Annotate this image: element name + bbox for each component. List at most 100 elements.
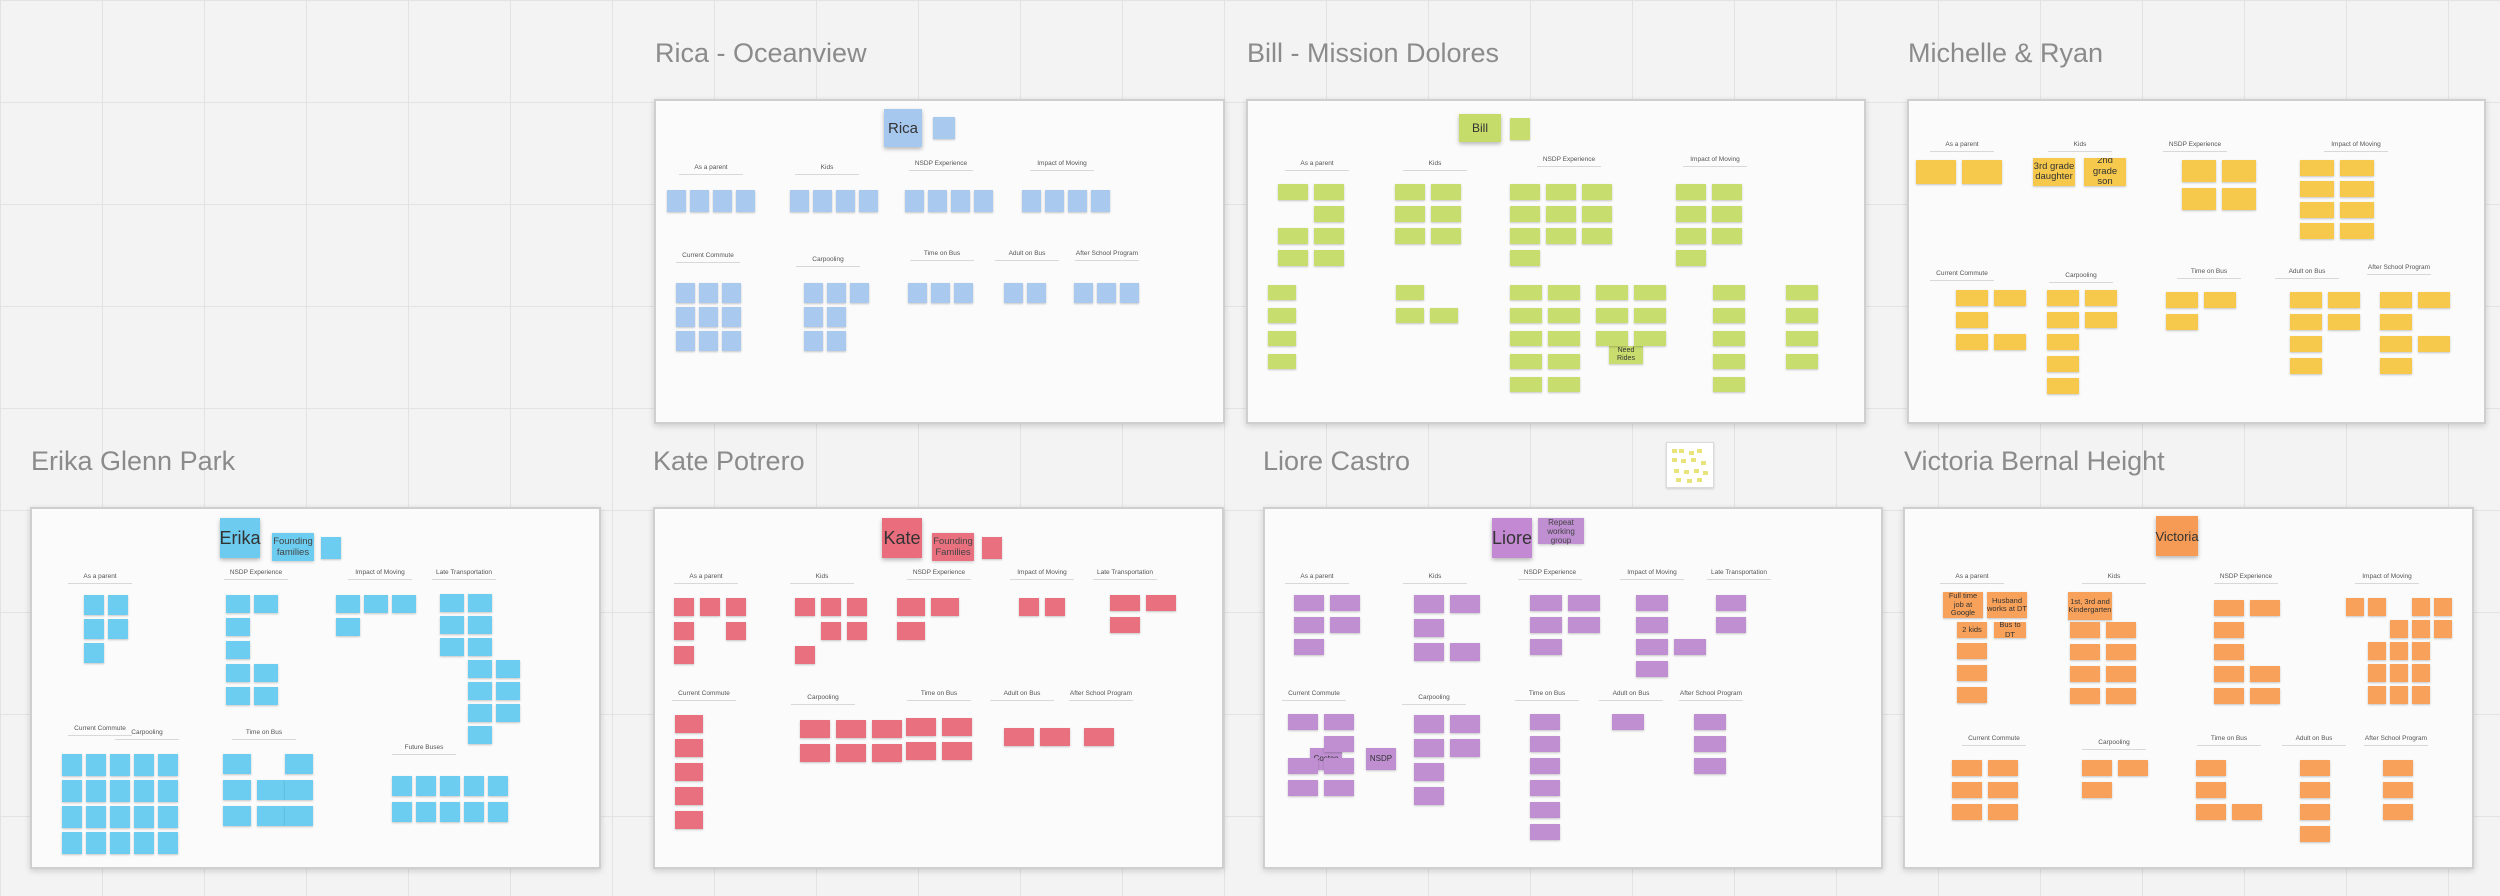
- sticky-note[interactable]: [897, 598, 925, 616]
- sticky-note[interactable]: [1324, 758, 1354, 774]
- sticky-note[interactable]: [1676, 184, 1706, 200]
- sticky-note[interactable]: [1314, 228, 1344, 244]
- sticky-note[interactable]: [1120, 283, 1139, 303]
- sticky-note[interactable]: [1510, 354, 1542, 369]
- sticky-note[interactable]: [496, 682, 520, 700]
- sticky-note[interactable]: [110, 832, 130, 854]
- sticky-note[interactable]: [2214, 688, 2244, 704]
- sticky-note[interactable]: [1952, 782, 1982, 798]
- board-rica[interactable]: [654, 99, 1225, 424]
- sticky-note[interactable]: [1694, 758, 1726, 774]
- sticky-note[interactable]: [2290, 314, 2322, 330]
- sticky-note[interactable]: [1636, 595, 1668, 611]
- sticky-note[interactable]: [800, 720, 830, 738]
- sticky-note[interactable]: [226, 664, 250, 682]
- sticky-note[interactable]: [2204, 292, 2236, 308]
- sticky-note[interactable]: [1548, 308, 1580, 323]
- sticky-note[interactable]: [336, 618, 360, 636]
- sticky-note[interactable]: [1582, 206, 1612, 222]
- sticky-note[interactable]: [2047, 290, 2079, 306]
- sticky-note[interactable]: [1278, 228, 1308, 244]
- sticky-note[interactable]: [84, 619, 104, 639]
- sticky-note[interactable]: [1395, 184, 1425, 200]
- sticky-note[interactable]: [1694, 714, 1726, 730]
- sticky-note[interactable]: [1414, 715, 1444, 733]
- sticky-note[interactable]: [488, 776, 508, 796]
- sticky-note[interactable]: [1582, 228, 1612, 244]
- sticky-note[interactable]: [2390, 642, 2408, 660]
- sticky-note[interactable]: 2 kids: [1957, 622, 1987, 638]
- sticky-note[interactable]: [223, 806, 251, 826]
- sticky-note[interactable]: [1530, 617, 1562, 633]
- sticky-note[interactable]: [813, 190, 832, 212]
- sticky-note[interactable]: [1510, 285, 1542, 300]
- sticky-note[interactable]: [1636, 661, 1668, 677]
- sticky-note[interactable]: [2434, 598, 2452, 616]
- sticky-note[interactable]: [464, 776, 484, 796]
- sticky-note[interactable]: Bus to DT: [1994, 622, 2026, 638]
- sticky-note[interactable]: [468, 638, 492, 656]
- sticky-note[interactable]: [2412, 598, 2430, 616]
- sticky-note[interactable]: [699, 307, 718, 327]
- sticky-note[interactable]: [223, 754, 251, 774]
- frame-title-michelle[interactable]: Michelle & Ryan: [1908, 38, 2104, 68]
- sticky-note[interactable]: [226, 687, 250, 705]
- sticky-note[interactable]: [86, 780, 106, 802]
- sticky-note[interactable]: [836, 744, 866, 762]
- sticky-note[interactable]: [800, 744, 830, 762]
- sticky-note[interactable]: [1546, 228, 1576, 244]
- sticky-note[interactable]: [905, 190, 924, 212]
- sticky-note[interactable]: [1548, 354, 1580, 369]
- sticky-note[interactable]: [2340, 202, 2374, 218]
- sticky-note[interactable]: [1716, 617, 1746, 633]
- sticky-note[interactable]: [285, 754, 313, 774]
- sticky-note[interactable]: [2082, 782, 2112, 798]
- sticky-note[interactable]: [1530, 824, 1560, 840]
- sticky-note[interactable]: [2412, 620, 2430, 638]
- sticky-note[interactable]: [1713, 354, 1745, 369]
- sticky-note[interactable]: [2300, 760, 2330, 776]
- sticky-note[interactable]: [675, 811, 703, 829]
- sticky-note[interactable]: [1268, 308, 1296, 323]
- sticky-note[interactable]: [2383, 760, 2413, 776]
- sticky-note[interactable]: [675, 763, 703, 781]
- sticky-note[interactable]: [110, 780, 130, 802]
- sticky-note[interactable]: [1568, 617, 1600, 633]
- frame-title-victoria[interactable]: Victoria Bernal Height: [1904, 446, 2165, 476]
- sticky-note[interactable]: [488, 802, 508, 822]
- repeat-working-group-note[interactable]: Repeat working group: [1538, 518, 1584, 545]
- sticky-note[interactable]: [1510, 206, 1540, 222]
- sticky-note[interactable]: [1956, 290, 1988, 306]
- sticky-note[interactable]: [2300, 826, 2330, 842]
- sticky-note[interactable]: [62, 806, 82, 828]
- sticky-note[interactable]: [836, 190, 855, 212]
- sticky-note[interactable]: [821, 598, 841, 616]
- sticky-note[interactable]: [722, 307, 741, 327]
- sticky-note[interactable]: [1530, 802, 1560, 818]
- sticky-note[interactable]: [2106, 622, 2136, 638]
- sticky-note[interactable]: [2222, 188, 2256, 210]
- sticky-note[interactable]: [1268, 285, 1296, 300]
- sticky-note[interactable]: [872, 744, 902, 762]
- sticky-note[interactable]: [440, 594, 464, 612]
- sticky-note[interactable]: [1634, 308, 1666, 323]
- sticky-note[interactable]: [1004, 728, 1034, 746]
- sticky-note[interactable]: [2380, 358, 2412, 374]
- sticky-note[interactable]: [1994, 334, 2026, 350]
- sticky-note[interactable]: [1676, 228, 1706, 244]
- sticky-note[interactable]: [226, 641, 250, 659]
- sticky-note[interactable]: [440, 776, 460, 796]
- sticky-note[interactable]: [1962, 160, 2002, 184]
- sticky-note[interactable]: [1596, 285, 1628, 300]
- sticky-note[interactable]: [1994, 290, 2026, 306]
- sticky-note[interactable]: [1988, 760, 2018, 776]
- sticky-note[interactable]: [86, 806, 106, 828]
- sticky-note[interactable]: [1634, 285, 1666, 300]
- sticky-note[interactable]: [1414, 643, 1444, 661]
- sticky-note[interactable]: [1450, 739, 1480, 757]
- sticky-note[interactable]: [468, 616, 492, 634]
- sticky-note[interactable]: [1530, 736, 1560, 752]
- sticky-note[interactable]: [726, 622, 746, 640]
- sticky-note[interactable]: [2214, 666, 2244, 682]
- sticky-note[interactable]: [872, 720, 902, 738]
